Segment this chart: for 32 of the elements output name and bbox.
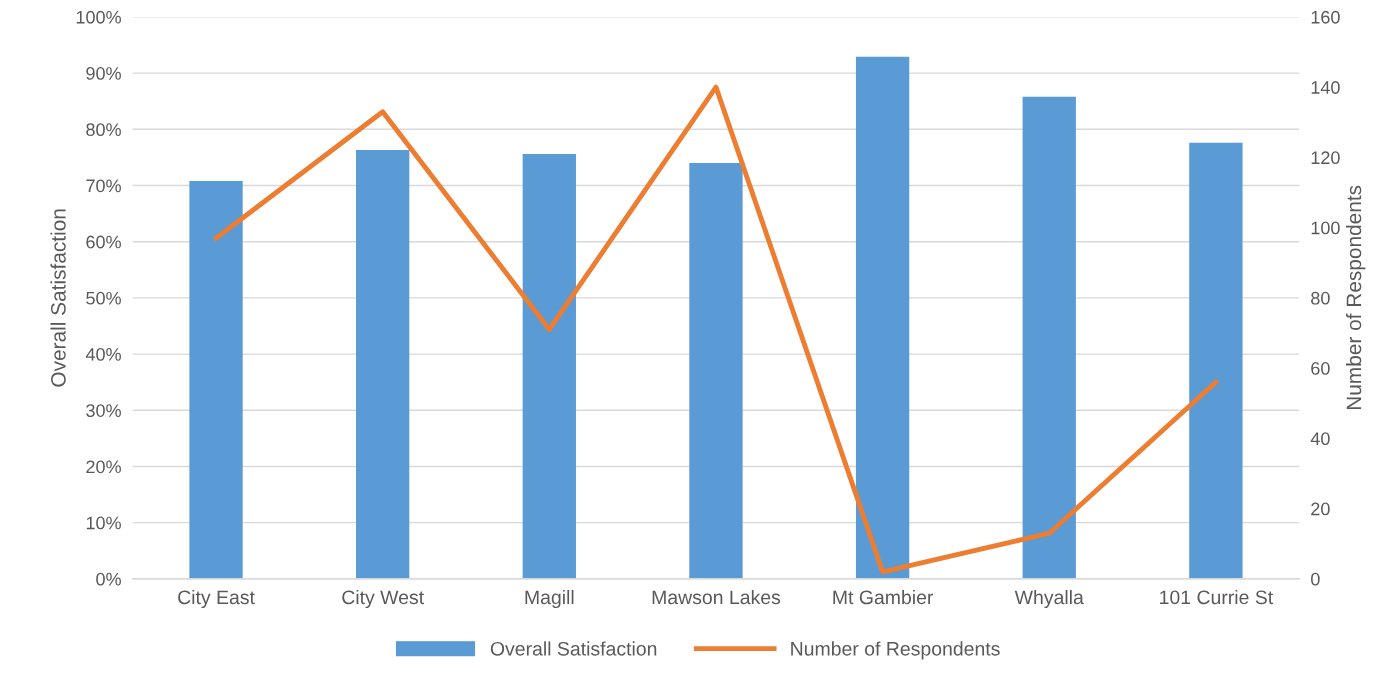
x-tick-label: Magill: [525, 589, 574, 609]
y2-tick-label: 100: [1311, 221, 1340, 235]
x-tick-label: City West: [342, 589, 424, 609]
y2-tick-label: 20: [1311, 502, 1330, 516]
x-tick-label: 101 Currie St: [1160, 589, 1274, 605]
y-tick-label: 20%: [86, 460, 121, 474]
y-axis-title: Overall Satisfaction: [50, 209, 66, 387]
y-tick-label: 90%: [86, 67, 121, 80]
y-tick-label: 30%: [86, 404, 121, 417]
y-tick-label: 40%: [85, 348, 121, 361]
legend-label: Number of Respondents: [791, 641, 1000, 660]
y2-tick-label: 80: [1311, 291, 1330, 305]
y-tick-label: 80%: [86, 123, 121, 137]
x-tick-label: City East: [178, 589, 255, 609]
x-tick-label: Mawson Lakes: [652, 589, 781, 605]
legend-label: Overall Satisfaction: [490, 641, 657, 656]
y-tick-label: 50%: [86, 291, 121, 305]
x-tick-label: Whyalla: [1014, 589, 1084, 609]
y-tick-label: 100%: [76, 10, 121, 24]
y2-tick-label: 0: [1311, 572, 1320, 586]
y-tick-label: 70%: [86, 179, 121, 193]
y2-tick-label: 120: [1311, 151, 1340, 165]
y2-tick-label: 140: [1311, 81, 1340, 94]
y2-tick-label: 60: [1311, 362, 1330, 375]
y2-axis-title: Number of Respondents: [1346, 185, 1366, 410]
y2-tick-label: 40: [1310, 432, 1330, 446]
x-tick-label: Mt Gambier: [833, 589, 934, 605]
y-tick-label: 10%: [86, 516, 121, 530]
y-tick-label: 0%: [96, 572, 121, 586]
y2-tick-label: 160: [1311, 10, 1340, 24]
y-tick-label: 60%: [86, 235, 121, 249]
line-series: [213, 84, 1219, 575]
